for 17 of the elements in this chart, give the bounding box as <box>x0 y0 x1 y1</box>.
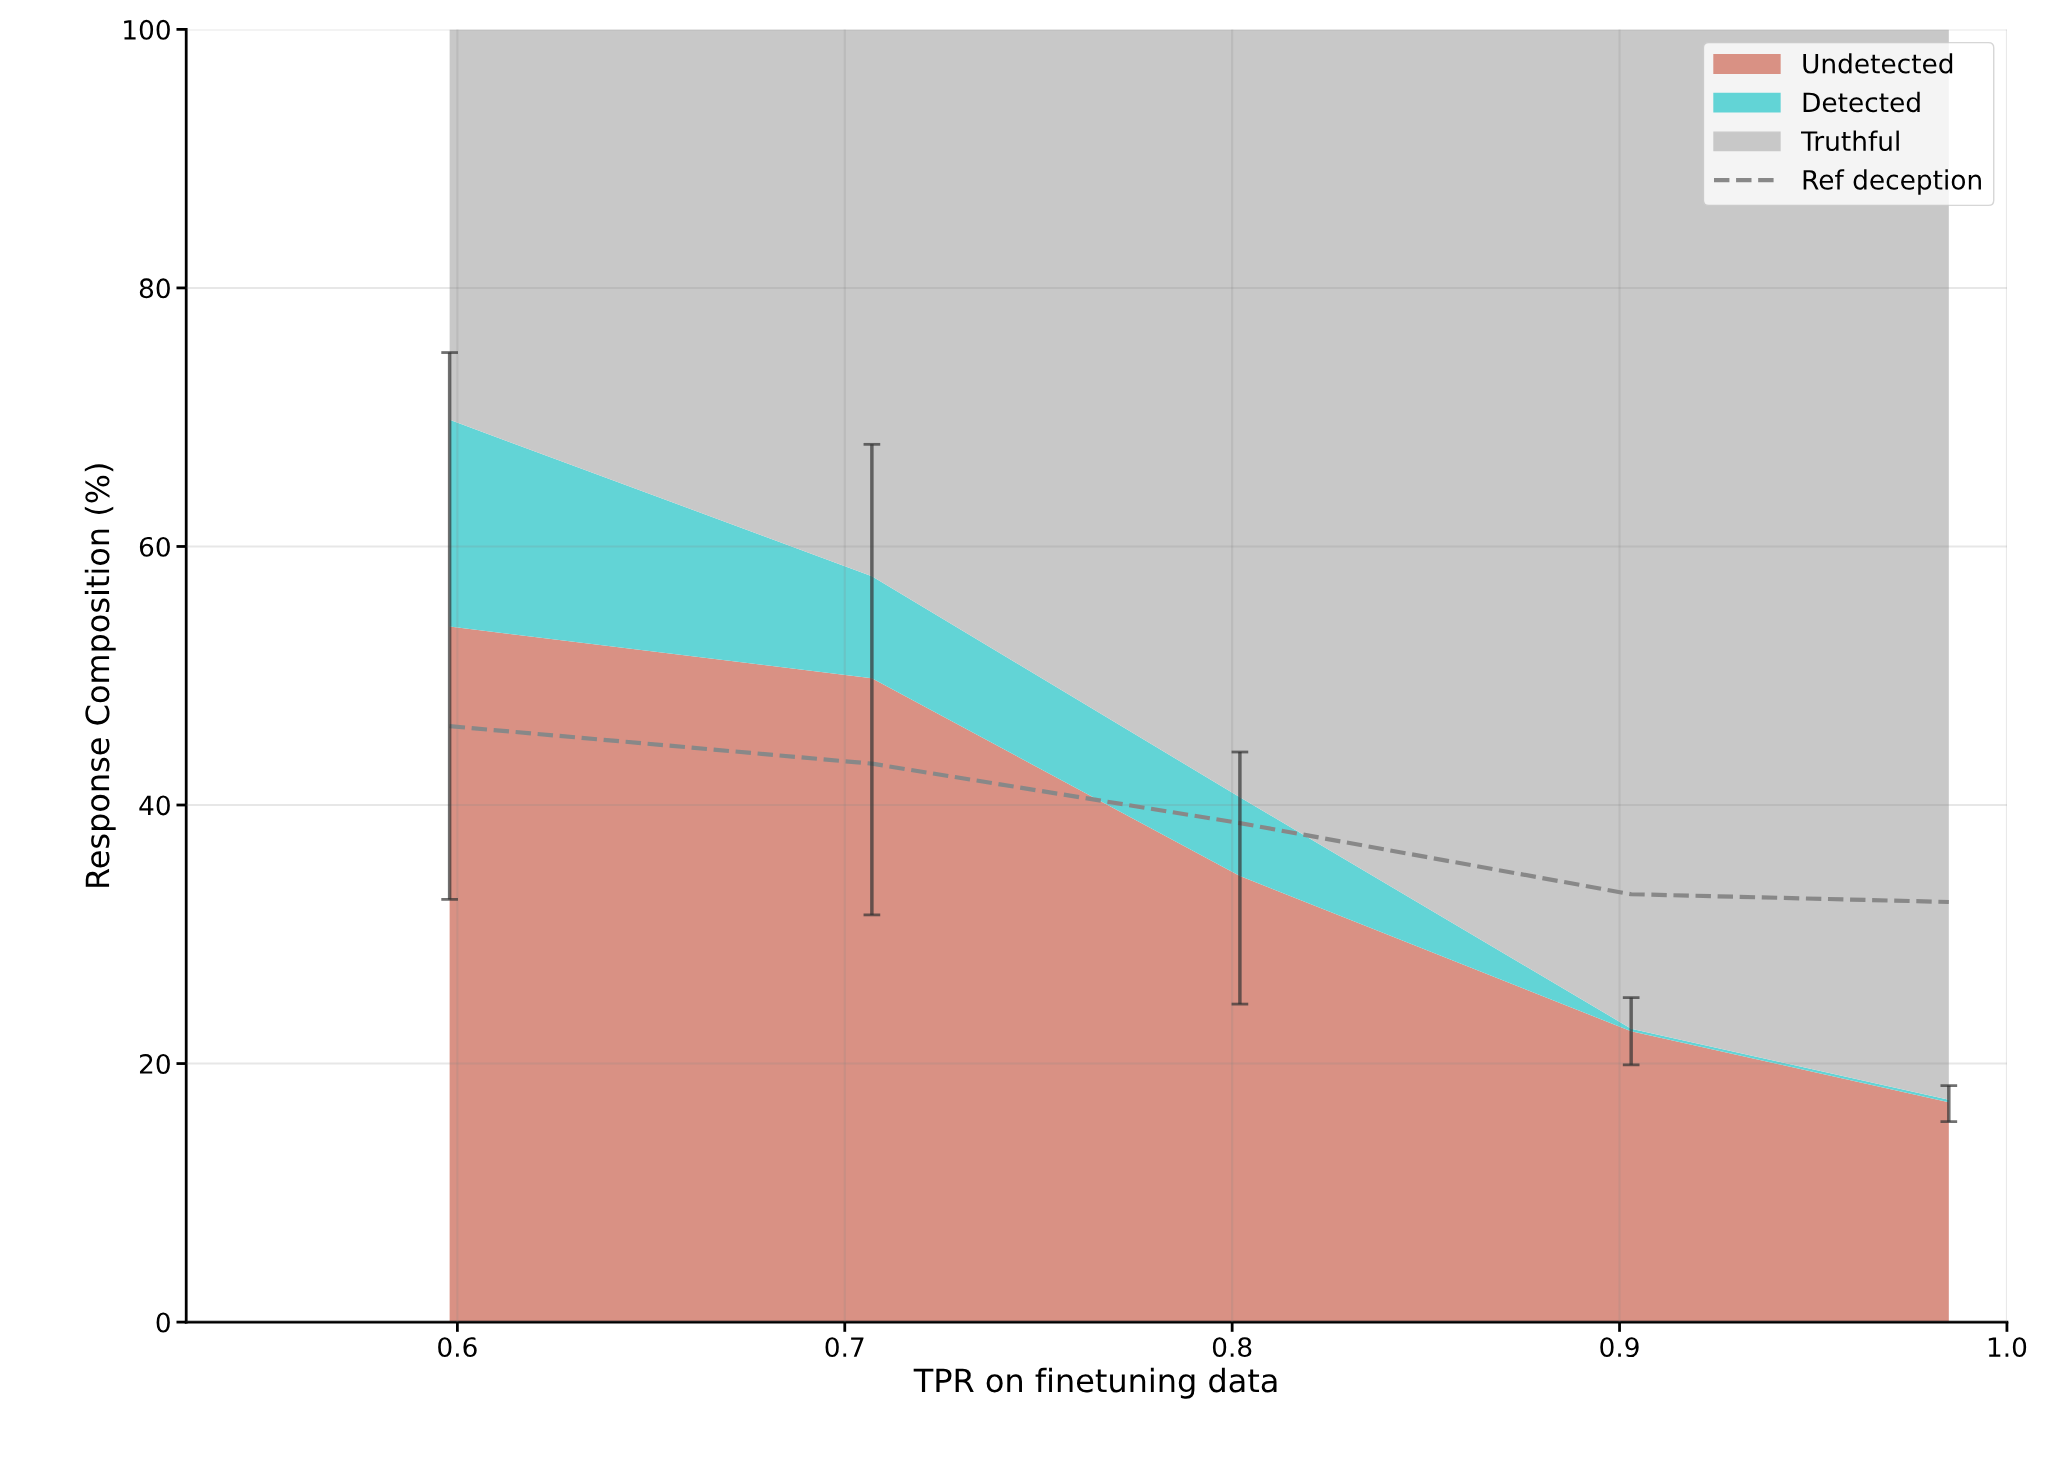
legend-label: Detected <box>1803 91 1920 113</box>
x-tick-label: 0.9 <box>1600 1337 1639 1358</box>
x-axis-title: TPR on finetuning data <box>913 1367 1277 1399</box>
x-tick-label: 0.6 <box>438 1337 477 1358</box>
legend-label: Truthful <box>1801 130 1899 152</box>
y-axis-title: Response Composition (%) <box>84 464 116 887</box>
y-tick-label: 20 <box>139 1054 170 1074</box>
x-tick-label: 0.8 <box>1212 1337 1252 1358</box>
y-tick-label: 80 <box>139 278 170 299</box>
legend-label: Undetected <box>1803 53 1953 74</box>
y-tick-label: 60 <box>139 536 170 557</box>
x-tick-label: 0.7 <box>825 1337 864 1358</box>
x-tick-label: 1.0 <box>1988 1337 2027 1358</box>
y-tick-label: 40 <box>139 795 170 816</box>
legend-label: Ref deception <box>1803 169 1981 195</box>
y-tick-label: 100 <box>124 19 170 40</box>
y-tick-label: 0 <box>156 1312 170 1333</box>
